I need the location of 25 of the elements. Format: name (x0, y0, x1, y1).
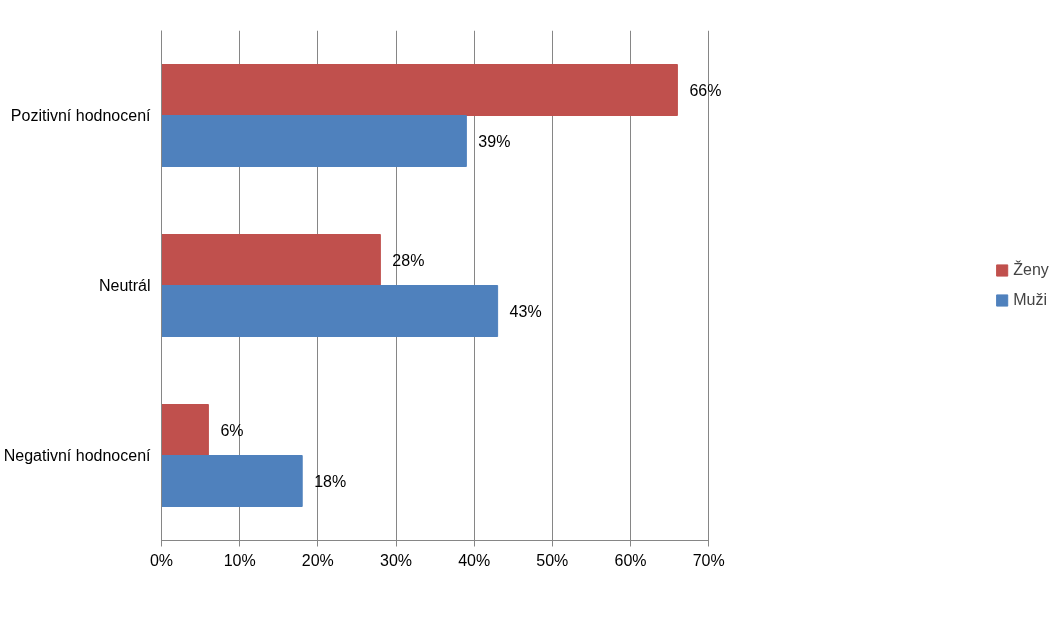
bar (161, 285, 499, 337)
y-tick-label: Pozitivní hodnocení (10, 107, 152, 124)
bar (161, 115, 467, 167)
data-label: 66% (689, 81, 722, 99)
x-tick-label: 20% (301, 551, 334, 569)
legend-label: Ženy (1013, 261, 1049, 279)
bar (161, 404, 209, 456)
x-tick-label: 0% (149, 551, 174, 569)
data-label: 43% (509, 302, 542, 320)
x-tick-label: 60% (614, 551, 647, 569)
data-label: 28% (392, 251, 425, 269)
legend-label: Muži (1013, 291, 1047, 309)
y-tick-label: Negativní hodnocení (3, 447, 152, 464)
x-tick-label: 70% (692, 551, 725, 569)
bar (161, 234, 381, 286)
x-tick-label: 50% (536, 551, 569, 569)
bar (161, 64, 678, 116)
x-tick-label: 30% (379, 551, 413, 569)
x-tick-label: 40% (458, 551, 491, 569)
data-label: 18% (314, 472, 347, 490)
bar (161, 455, 303, 507)
data-label: 6% (220, 421, 244, 439)
y-tick-label: Neutrál (98, 277, 151, 294)
data-label: 39% (478, 132, 511, 150)
x-tick-label: 10% (223, 551, 256, 569)
